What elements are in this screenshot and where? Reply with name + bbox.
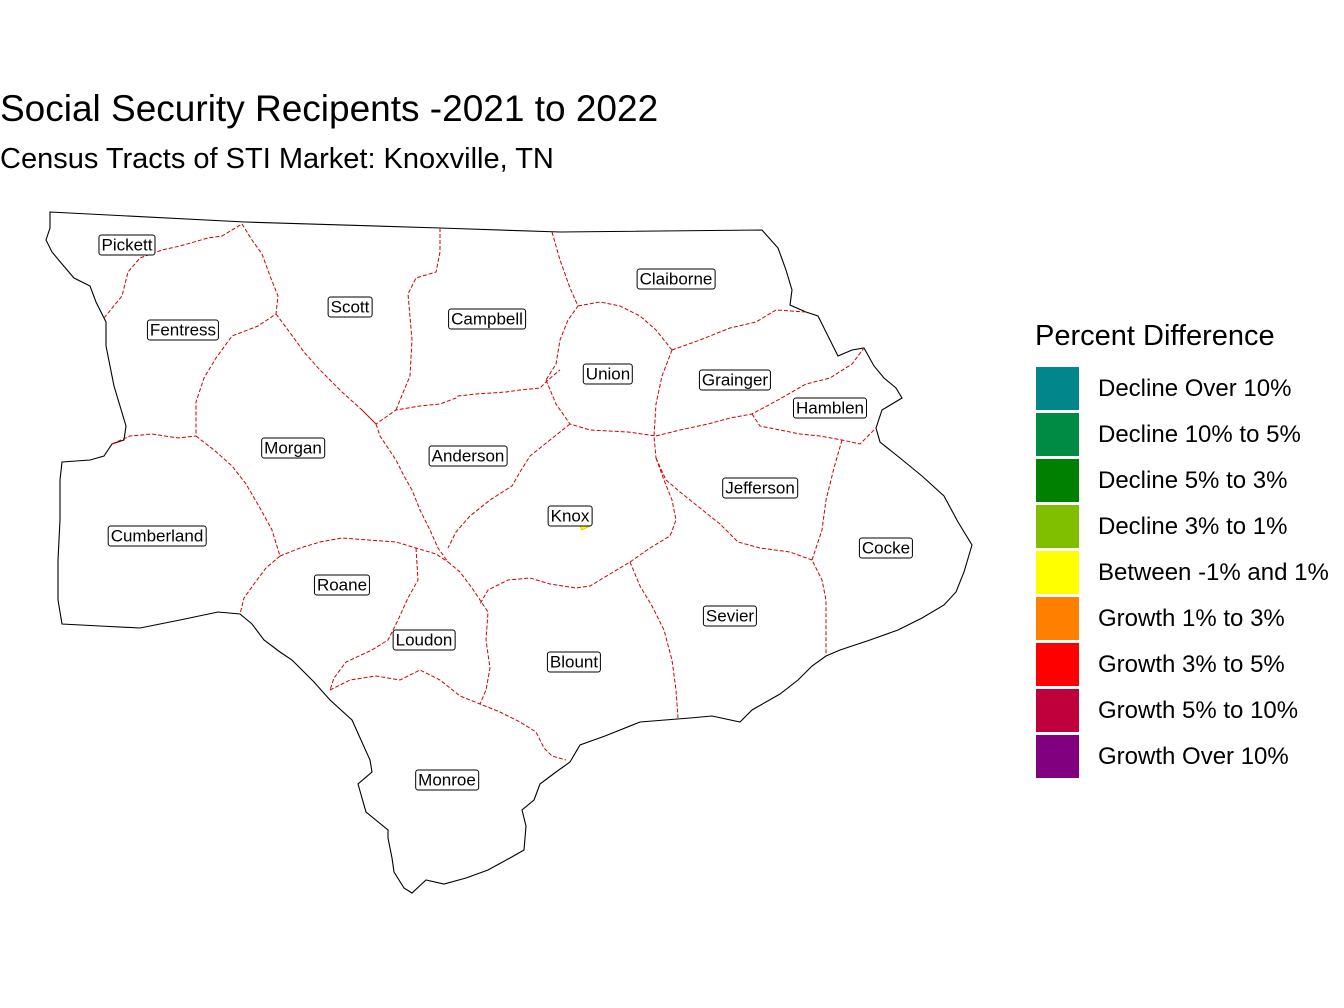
legend-label: Between -1% and 1% bbox=[1098, 559, 1329, 586]
county-label-hamblen: Hamblen bbox=[792, 397, 868, 419]
legend-item: Decline 5% to 3% bbox=[1035, 459, 1287, 505]
county-label-blount: Blount bbox=[546, 651, 602, 673]
legend-label: Growth 1% to 3% bbox=[1098, 605, 1285, 632]
county-label-union: Union bbox=[582, 363, 634, 385]
legend-swatch bbox=[1036, 643, 1079, 686]
legend-label: Decline 3% to 1% bbox=[1098, 513, 1288, 540]
county-label-jefferson: Jefferson bbox=[722, 477, 798, 499]
county-label-knox: Knox bbox=[547, 505, 593, 527]
legend-label: Growth 3% to 5% bbox=[1098, 651, 1285, 678]
legend-swatch bbox=[1036, 413, 1079, 456]
county-label-pickett: Pickett bbox=[98, 234, 156, 256]
legend: Percent Difference Decline Over 10% Decl… bbox=[1035, 320, 1329, 781]
map-subtitle: Census Tracts of STI Market: Knoxville, … bbox=[0, 143, 554, 175]
legend-swatch bbox=[1036, 367, 1079, 410]
legend-item: Growth 1% to 3% bbox=[1035, 597, 1285, 643]
county-label-sevier: Sevier bbox=[702, 605, 758, 627]
county-label-loudon: Loudon bbox=[392, 629, 456, 651]
legend-item: Decline Over 10% bbox=[1035, 367, 1291, 413]
legend-label: Growth 5% to 10% bbox=[1098, 697, 1299, 724]
legend-label: Growth Over 10% bbox=[1098, 743, 1289, 770]
map-title: Social Security Recipents -2021 to 2022 bbox=[0, 88, 659, 129]
county-label-cumberland: Cumberland bbox=[107, 525, 207, 547]
legend-item: Growth Over 10% bbox=[1035, 735, 1289, 781]
county-label-claiborne: Claiborne bbox=[636, 268, 716, 290]
legend-label: Decline 10% to 5% bbox=[1098, 421, 1301, 448]
county-label-monroe: Monroe bbox=[415, 769, 479, 791]
legend-item: Growth 5% to 10% bbox=[1035, 689, 1298, 735]
county-label-campbell: Campbell bbox=[448, 308, 526, 330]
county-label-anderson: Anderson bbox=[428, 445, 508, 467]
legend-swatch bbox=[1036, 459, 1079, 502]
county-label-cocke: Cocke bbox=[858, 537, 914, 559]
market-outline bbox=[45, 211, 973, 894]
legend-swatch bbox=[1036, 551, 1079, 594]
legend-label: Decline 5% to 3% bbox=[1098, 467, 1288, 494]
legend-item: Between -1% and 1% bbox=[1035, 551, 1329, 597]
legend-item: Growth 3% to 5% bbox=[1035, 643, 1285, 689]
legend-swatch bbox=[1036, 735, 1079, 778]
county-label-morgan: Morgan bbox=[261, 437, 325, 459]
legend-swatch bbox=[1036, 689, 1079, 732]
legend-title: Percent Difference bbox=[1035, 320, 1275, 352]
county-label-roane: Roane bbox=[313, 574, 371, 596]
legend-label: Decline Over 10% bbox=[1098, 375, 1292, 402]
legend-item: Decline 3% to 1% bbox=[1035, 505, 1287, 551]
county-label-scott: Scott bbox=[327, 296, 373, 318]
legend-swatch bbox=[1036, 505, 1079, 548]
legend-swatch bbox=[1036, 597, 1079, 640]
county-label-grainger: Grainger bbox=[698, 369, 772, 391]
legend-items: Decline Over 10% Decline 10% to 5% Decli… bbox=[1035, 367, 1329, 781]
legend-item: Decline 10% to 5% bbox=[1035, 413, 1301, 459]
county-borders bbox=[103, 223, 877, 761]
county-label-fentress: Fentress bbox=[146, 319, 220, 341]
